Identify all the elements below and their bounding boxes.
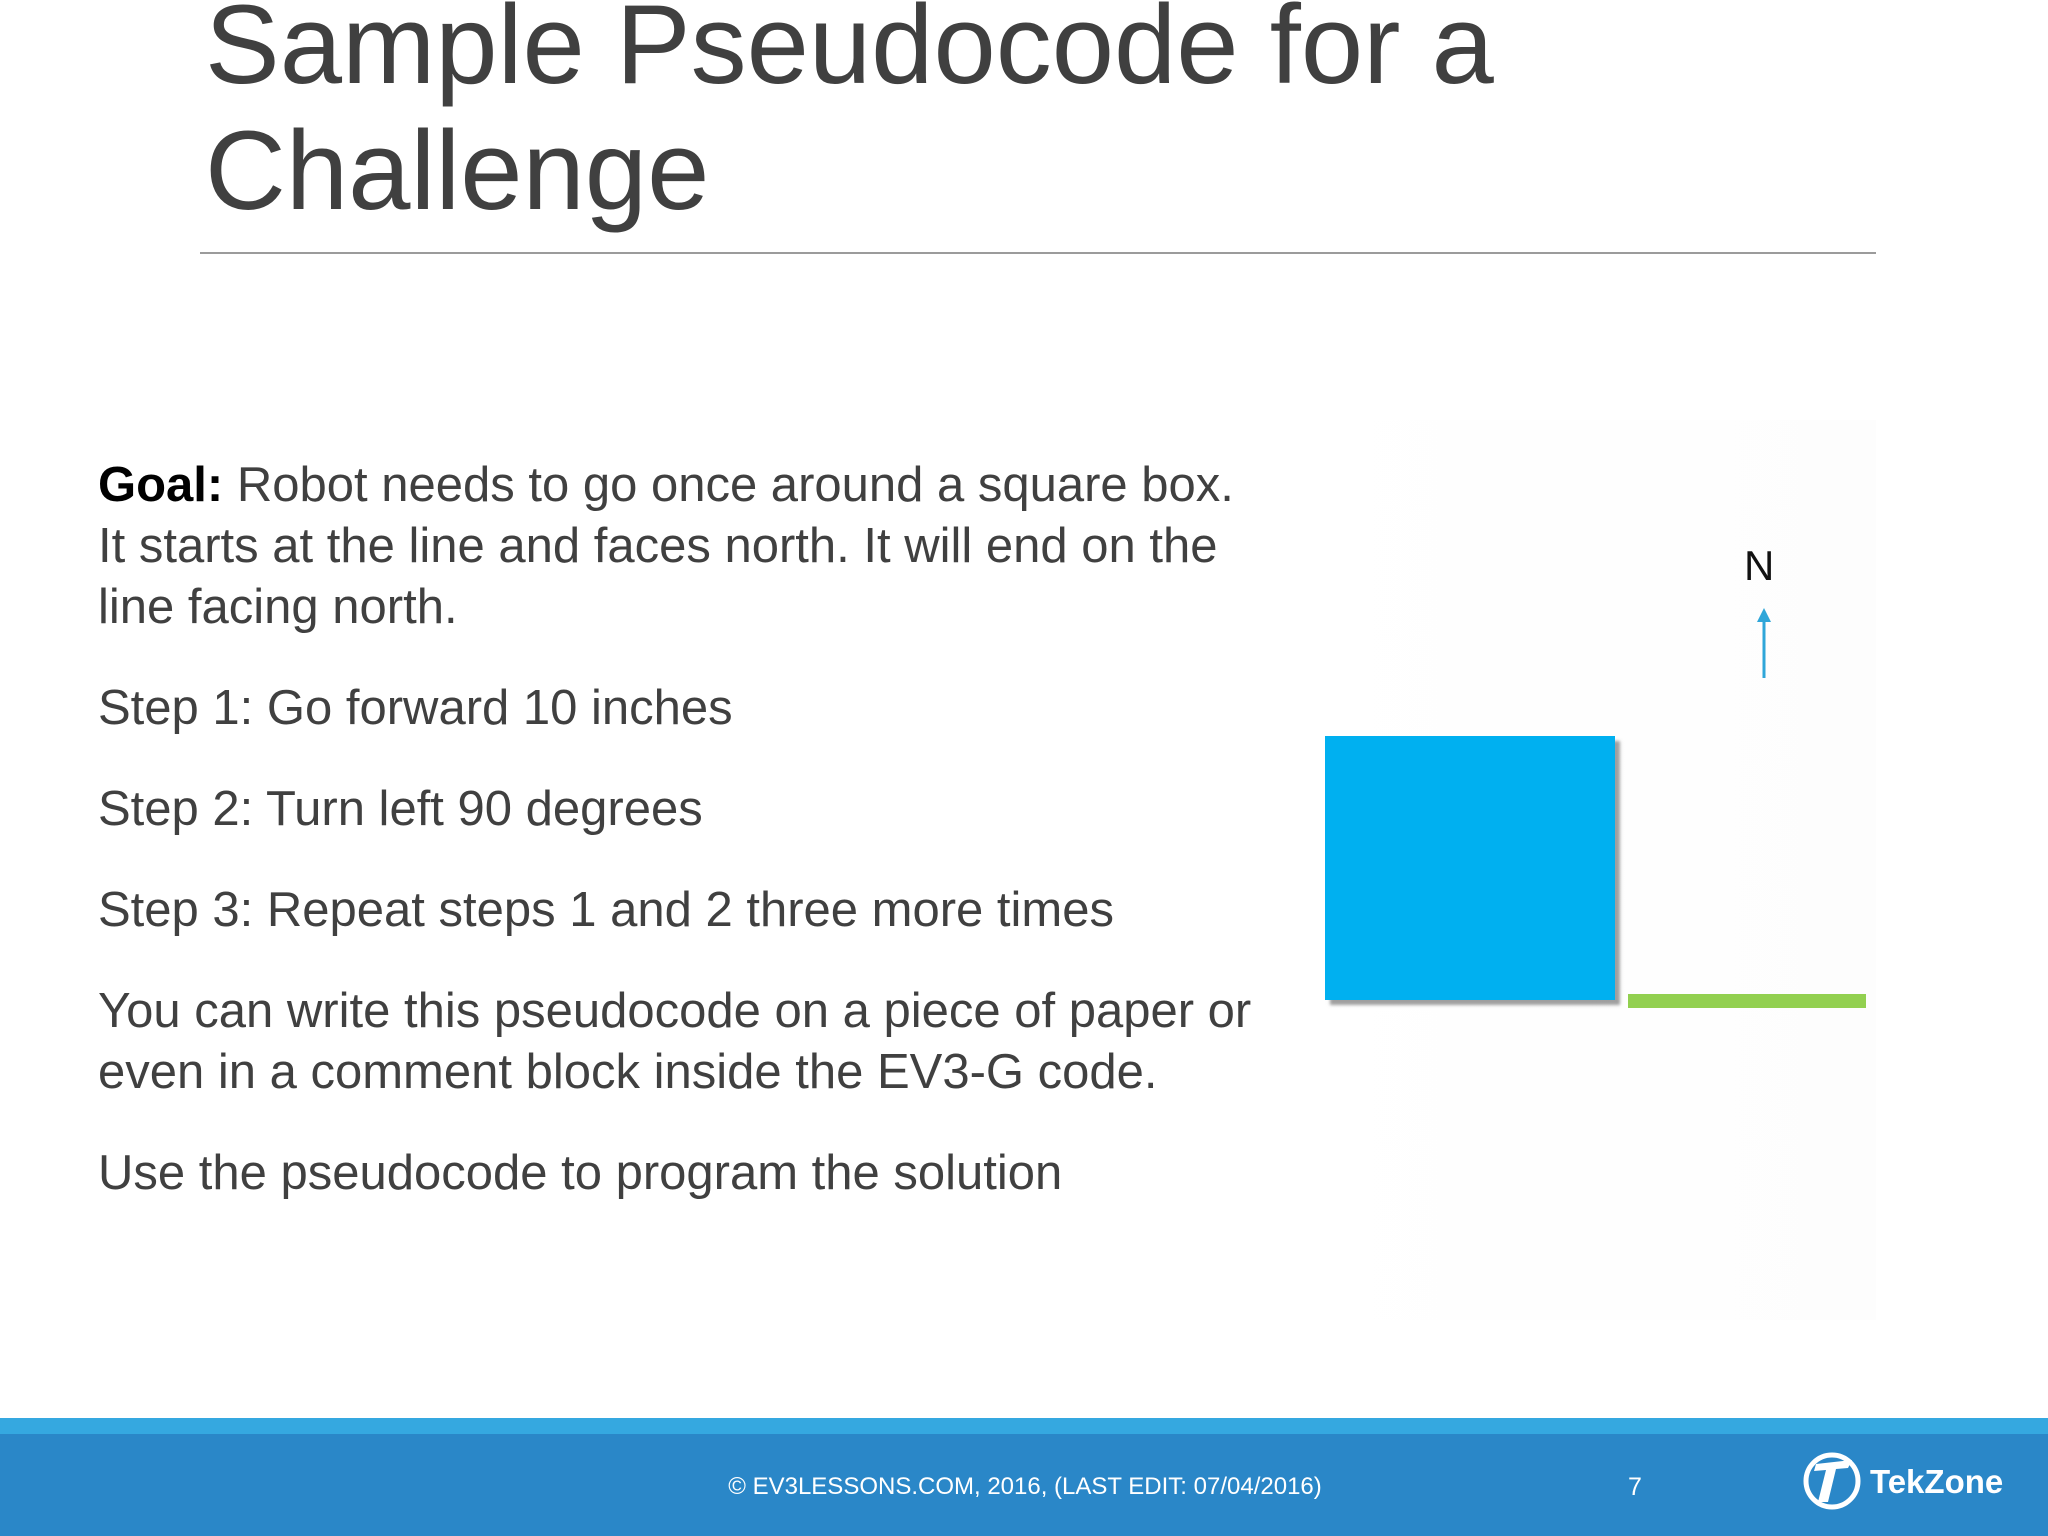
pseudocode-note: You can write this pseudocode on a piece… xyxy=(98,984,1252,1099)
slide-number: 7 xyxy=(1628,1473,1642,1501)
step-3: Step 3: Repeat steps 1 and 2 three more … xyxy=(98,883,1114,937)
start-line xyxy=(1628,994,1866,1008)
footer-band xyxy=(0,1418,2048,1536)
tekzone-logo-icon xyxy=(1803,1452,1861,1510)
slide-title: Sample Pseudocode for a Challenge xyxy=(205,0,1494,233)
compass-north-label: N xyxy=(1744,542,1775,589)
footer-stripe xyxy=(0,1418,2048,1434)
step-1: Step 1: Go forward 10 inches xyxy=(98,681,733,735)
goal-label: Goal: xyxy=(98,458,224,512)
tekzone-logo: TekZone xyxy=(1802,1450,2030,1516)
north-arrow-icon xyxy=(1757,608,1771,678)
square-box xyxy=(1325,736,1615,1000)
goal-paragraph: Goal: Robot needs to go once around a sq… xyxy=(98,455,1268,638)
closing-instruction: Use the pseudocode to program the soluti… xyxy=(98,1146,1063,1200)
tekzone-logo-text: TekZone xyxy=(1870,1463,2004,1500)
goal-text: Robot needs to go once around a square b… xyxy=(98,458,1234,634)
title-divider xyxy=(200,252,1876,254)
step-2: Step 2: Turn left 90 degrees xyxy=(98,782,703,836)
footer-copyright: © EV3LESSONS.COM, 2016, (LAST EDIT: 07/0… xyxy=(728,1473,1322,1500)
slide-body: Goal: Robot needs to go once around a sq… xyxy=(98,455,1268,1244)
